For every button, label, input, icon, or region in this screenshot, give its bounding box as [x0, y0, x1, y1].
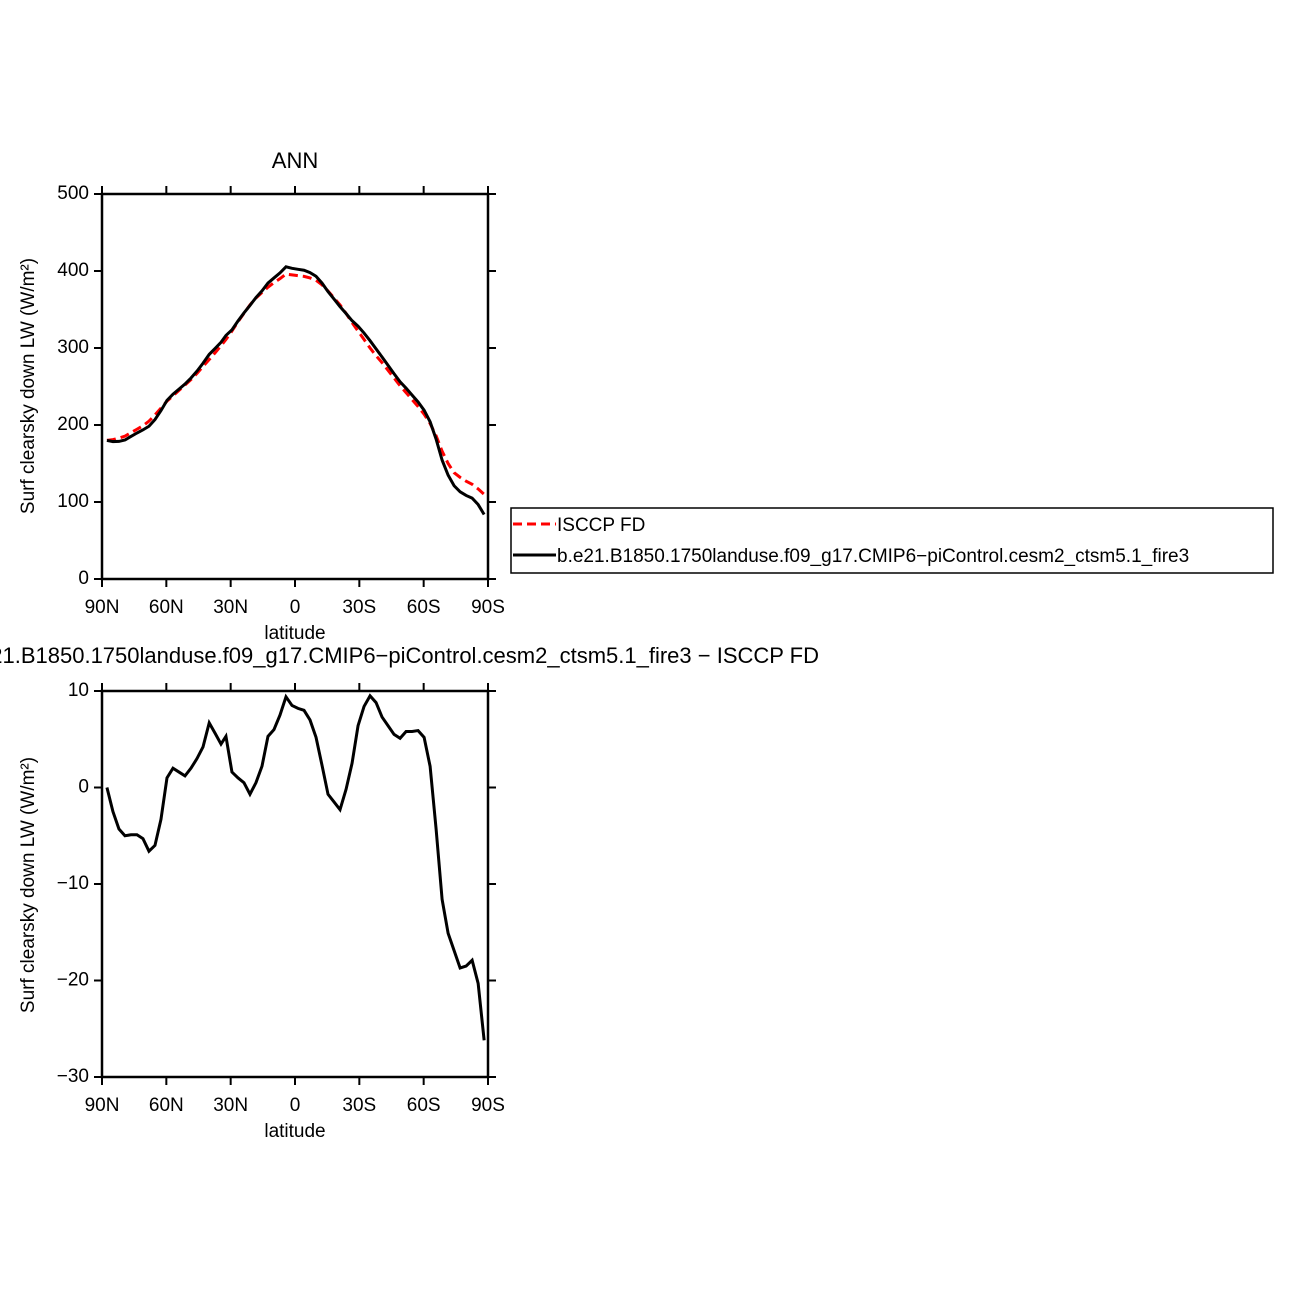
x-tick-label: 60N [149, 597, 184, 618]
y-tick-label: 100 [57, 491, 89, 512]
x-tick-label: 90S [471, 1095, 505, 1116]
x-tick-label: 60N [149, 1095, 184, 1116]
y-tick-label: 0 [78, 777, 89, 798]
x-tick-label: 30N [213, 597, 248, 618]
y-tick-label: −10 [57, 873, 89, 894]
x-axis-label: latitude [264, 1121, 325, 1142]
y-axis-label: Surf clearsky down LW (W/m²) [18, 258, 39, 514]
x-tick-label: 90N [85, 1095, 120, 1116]
x-tick-label: 60S [407, 1095, 441, 1116]
x-tick-label: 90S [471, 597, 505, 618]
data-line [105, 693, 486, 1041]
y-tick-label: 10 [68, 680, 89, 701]
y-tick-label: −30 [57, 1066, 89, 1087]
x-tick-label: 90N [85, 597, 120, 618]
plot-frame [100, 689, 490, 1079]
legend-label: ISCCP FD [557, 515, 645, 536]
legend-box [510, 507, 1274, 574]
y-tick-label: 0 [78, 568, 89, 589]
x-tick-label: 0 [290, 597, 301, 618]
data-line [106, 272, 486, 496]
plot-frame [100, 192, 490, 581]
y-tick-label: 500 [57, 183, 89, 204]
x-tick-label: 30S [342, 1095, 376, 1116]
y-tick-label: −20 [57, 970, 89, 991]
y-tick-label: 400 [57, 260, 89, 281]
legend-label: b.e21.B1850.1750landuse.f09_g17.CMIP6−pi… [557, 546, 1189, 567]
y-tick-label: 300 [57, 337, 89, 358]
chart-title: b.e21.B1850.1750landuse.f09_g17.CMIP6−pi… [0, 643, 819, 668]
x-tick-label: 30S [342, 597, 376, 618]
x-axis-label: latitude [264, 623, 325, 644]
x-tick-label: 60S [407, 597, 441, 618]
y-tick-label: 200 [57, 414, 89, 435]
y-axis-label: Surf clearsky down LW (W/m²) [18, 757, 39, 1013]
chart-title: ANN [272, 148, 318, 173]
x-tick-label: 0 [290, 1095, 301, 1116]
x-tick-label: 30N [213, 1095, 248, 1116]
data-line [106, 265, 486, 516]
